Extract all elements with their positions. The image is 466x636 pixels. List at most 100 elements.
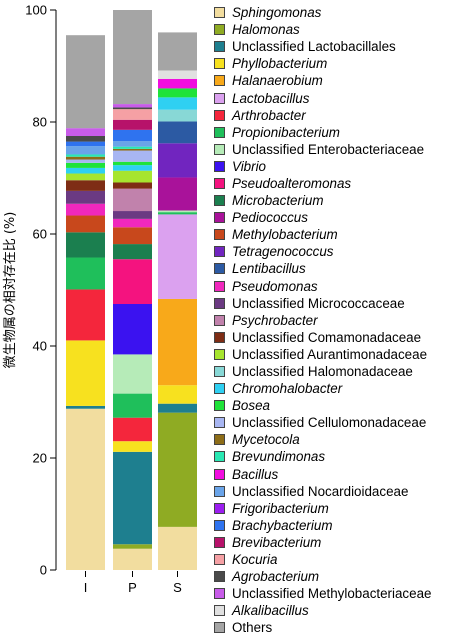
bar-segment bbox=[113, 227, 152, 245]
y-tick-label: 0 bbox=[40, 563, 47, 578]
bar-segment bbox=[66, 156, 105, 160]
legend-swatch bbox=[214, 366, 225, 378]
bar-segment bbox=[66, 405, 105, 409]
bar-segment bbox=[66, 215, 105, 233]
legend-item: Sphingomonas bbox=[214, 4, 466, 21]
legend-item: Arthrobacter bbox=[214, 107, 466, 124]
x-tick-label-p: P bbox=[128, 580, 137, 593]
bar-segment bbox=[113, 150, 152, 162]
bar-segment bbox=[113, 109, 152, 120]
legend-label: Propionibacterium bbox=[232, 124, 340, 140]
legend-label: Unclassified Enterobacteriaceae bbox=[232, 141, 425, 157]
legend-label: Lactobacillus bbox=[232, 90, 310, 106]
legend-item: Agrobacterium bbox=[214, 568, 466, 585]
bar-segment bbox=[113, 10, 152, 105]
legend-item: Methylobacterium bbox=[214, 226, 466, 243]
y-tick-label: 100 bbox=[25, 3, 47, 18]
legend-label: Brevundimonas bbox=[232, 449, 326, 465]
legend-label: Mycetocola bbox=[232, 432, 300, 448]
legend-item: Unclassified Methylobacteriaceae bbox=[214, 585, 466, 602]
legend-label: Unclassified Methylobacteriaceae bbox=[232, 586, 432, 602]
legend-item: Pediococcus bbox=[214, 209, 466, 226]
legend-label: Pediococcus bbox=[232, 210, 308, 226]
legend-swatch bbox=[214, 143, 225, 155]
legend-item: Bosea bbox=[214, 397, 466, 414]
legend-label: Tetragenococcus bbox=[232, 244, 334, 260]
legend-swatch bbox=[214, 417, 225, 429]
legend-label: Bacillus bbox=[232, 466, 279, 482]
bar-segment bbox=[66, 159, 105, 163]
legend-label: Psychrobacter bbox=[232, 312, 318, 328]
legend-item: Vibrio bbox=[214, 158, 466, 175]
bar-segment bbox=[113, 218, 152, 228]
stacked-bars bbox=[66, 10, 197, 570]
legend-item: Others bbox=[214, 619, 466, 636]
legend-label: Sphingomonas bbox=[232, 5, 322, 21]
x-tick-label-i: I bbox=[84, 580, 88, 593]
y-tick-label: 40 bbox=[33, 339, 47, 354]
legend: Sphingomonas Halomonas Unclassified Lactob… bbox=[214, 4, 466, 636]
bar-segment bbox=[158, 412, 197, 527]
legend-label: Microbacterium bbox=[232, 193, 324, 209]
legend-swatch bbox=[214, 263, 225, 275]
legend-item: Brachybacterium bbox=[214, 517, 466, 534]
legend-item: Propionibacterium bbox=[214, 124, 466, 141]
legend-item: Lactobacillus bbox=[214, 89, 466, 106]
legend-swatch bbox=[214, 588, 225, 600]
legend-swatch bbox=[214, 571, 225, 583]
legend-item: Mycetocola bbox=[214, 431, 466, 448]
legend-label: Others bbox=[232, 620, 273, 636]
legend-item: Phyllobacterium bbox=[214, 55, 466, 72]
bar-segment bbox=[113, 165, 152, 171]
legend-swatch bbox=[214, 75, 225, 87]
bar-segment bbox=[113, 354, 152, 394]
legend-swatch bbox=[214, 92, 225, 104]
legend-label: Pseudoalteromonas bbox=[232, 175, 352, 191]
legend-item: Unclassified Halomonadaceae bbox=[214, 363, 466, 380]
legend-swatch bbox=[214, 348, 225, 360]
bar-segment bbox=[113, 393, 152, 418]
bar-segment bbox=[66, 146, 105, 155]
legend-label: Kocuria bbox=[232, 552, 278, 568]
legend-item: Pseudomonas bbox=[214, 278, 466, 295]
bar-segment bbox=[66, 136, 105, 142]
legend-item: Pseudoalteromonas bbox=[214, 175, 466, 192]
bar-segment bbox=[113, 451, 152, 545]
legend-item: Unclassified Lactobacillales bbox=[214, 38, 466, 55]
legend-item: Unclassified Comamonadaceae bbox=[214, 329, 466, 346]
legend-label: Chromohalobacter bbox=[232, 381, 343, 397]
legend-item: Alkalibacillus bbox=[214, 602, 466, 619]
legend-item: Unclassified Micrococcaceae bbox=[214, 295, 466, 312]
legend-item: Unclassified Aurantimonadaceae bbox=[214, 346, 466, 363]
legend-item: Bacillus bbox=[214, 466, 466, 483]
bar-segment bbox=[158, 121, 197, 144]
bar-segment bbox=[113, 548, 152, 570]
bar-segment bbox=[66, 35, 105, 129]
legend-swatch bbox=[214, 58, 225, 70]
legend-item: Tetragenococcus bbox=[214, 243, 466, 260]
legend-swatch bbox=[214, 468, 225, 480]
legend-swatch bbox=[214, 109, 225, 121]
y-tick-label: 60 bbox=[33, 227, 47, 242]
bar-segment bbox=[66, 162, 105, 168]
legend-label: Unclassified Comamonadaceae bbox=[232, 329, 422, 345]
legend-label: Alkalibacillus bbox=[232, 603, 309, 619]
bar-segment bbox=[66, 154, 105, 157]
y-axis: 0 20 40 60 80 100 bbox=[25, 3, 57, 578]
bar-segment bbox=[113, 211, 152, 219]
legend-label: Lentibacillus bbox=[232, 261, 306, 277]
legend-swatch bbox=[214, 195, 225, 207]
bar-segment bbox=[158, 70, 197, 79]
legend-swatch bbox=[214, 536, 225, 548]
bar-segment bbox=[66, 408, 105, 570]
bar-segment bbox=[158, 385, 197, 404]
bar-segment bbox=[66, 190, 105, 204]
legend-swatch bbox=[214, 434, 225, 446]
legend-swatch bbox=[214, 451, 225, 463]
legend-item: Frigoribacterium bbox=[214, 500, 466, 517]
legend-swatch bbox=[214, 400, 225, 412]
legend-swatch bbox=[214, 24, 225, 36]
bar-segment bbox=[66, 141, 105, 147]
chart: 0 20 40 60 80 100 I P S 微生物属の相対存在比 (%) bbox=[3, 3, 197, 593]
